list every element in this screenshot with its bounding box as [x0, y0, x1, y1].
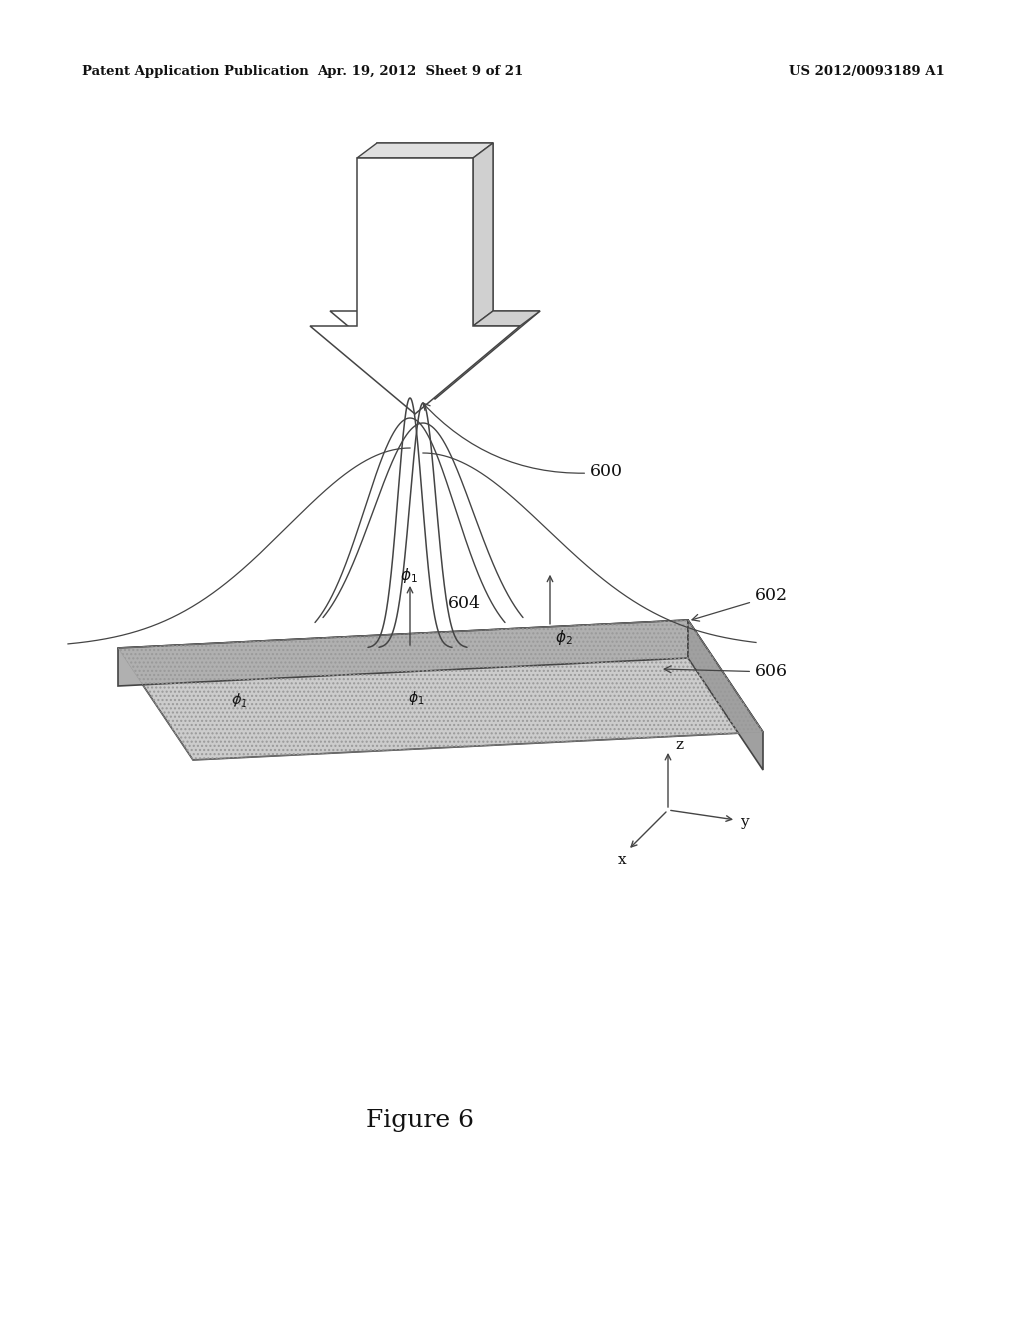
Polygon shape	[118, 620, 688, 686]
Text: x: x	[618, 853, 627, 867]
Polygon shape	[330, 143, 540, 399]
Polygon shape	[310, 158, 520, 414]
Text: z: z	[675, 738, 683, 752]
Polygon shape	[473, 143, 493, 326]
Text: 606: 606	[665, 664, 788, 681]
Text: $\phi_1$: $\phi_1$	[408, 689, 424, 708]
Polygon shape	[357, 143, 493, 158]
Text: Apr. 19, 2012  Sheet 9 of 21: Apr. 19, 2012 Sheet 9 of 21	[316, 66, 523, 78]
Text: US 2012/0093189 A1: US 2012/0093189 A1	[790, 66, 945, 78]
Text: $\phi_1$: $\phi_1$	[400, 566, 418, 585]
Text: y: y	[740, 814, 749, 829]
Text: Figure 6: Figure 6	[366, 1109, 474, 1131]
Polygon shape	[118, 620, 763, 760]
Polygon shape	[473, 312, 540, 326]
Text: $\phi_2$: $\phi_2$	[555, 628, 572, 647]
Text: 600: 600	[423, 403, 623, 480]
Text: 604: 604	[449, 594, 481, 611]
Polygon shape	[688, 620, 763, 770]
Text: $\phi_1$: $\phi_1$	[230, 690, 249, 710]
Text: Patent Application Publication: Patent Application Publication	[82, 66, 309, 78]
Text: 602: 602	[692, 587, 788, 622]
